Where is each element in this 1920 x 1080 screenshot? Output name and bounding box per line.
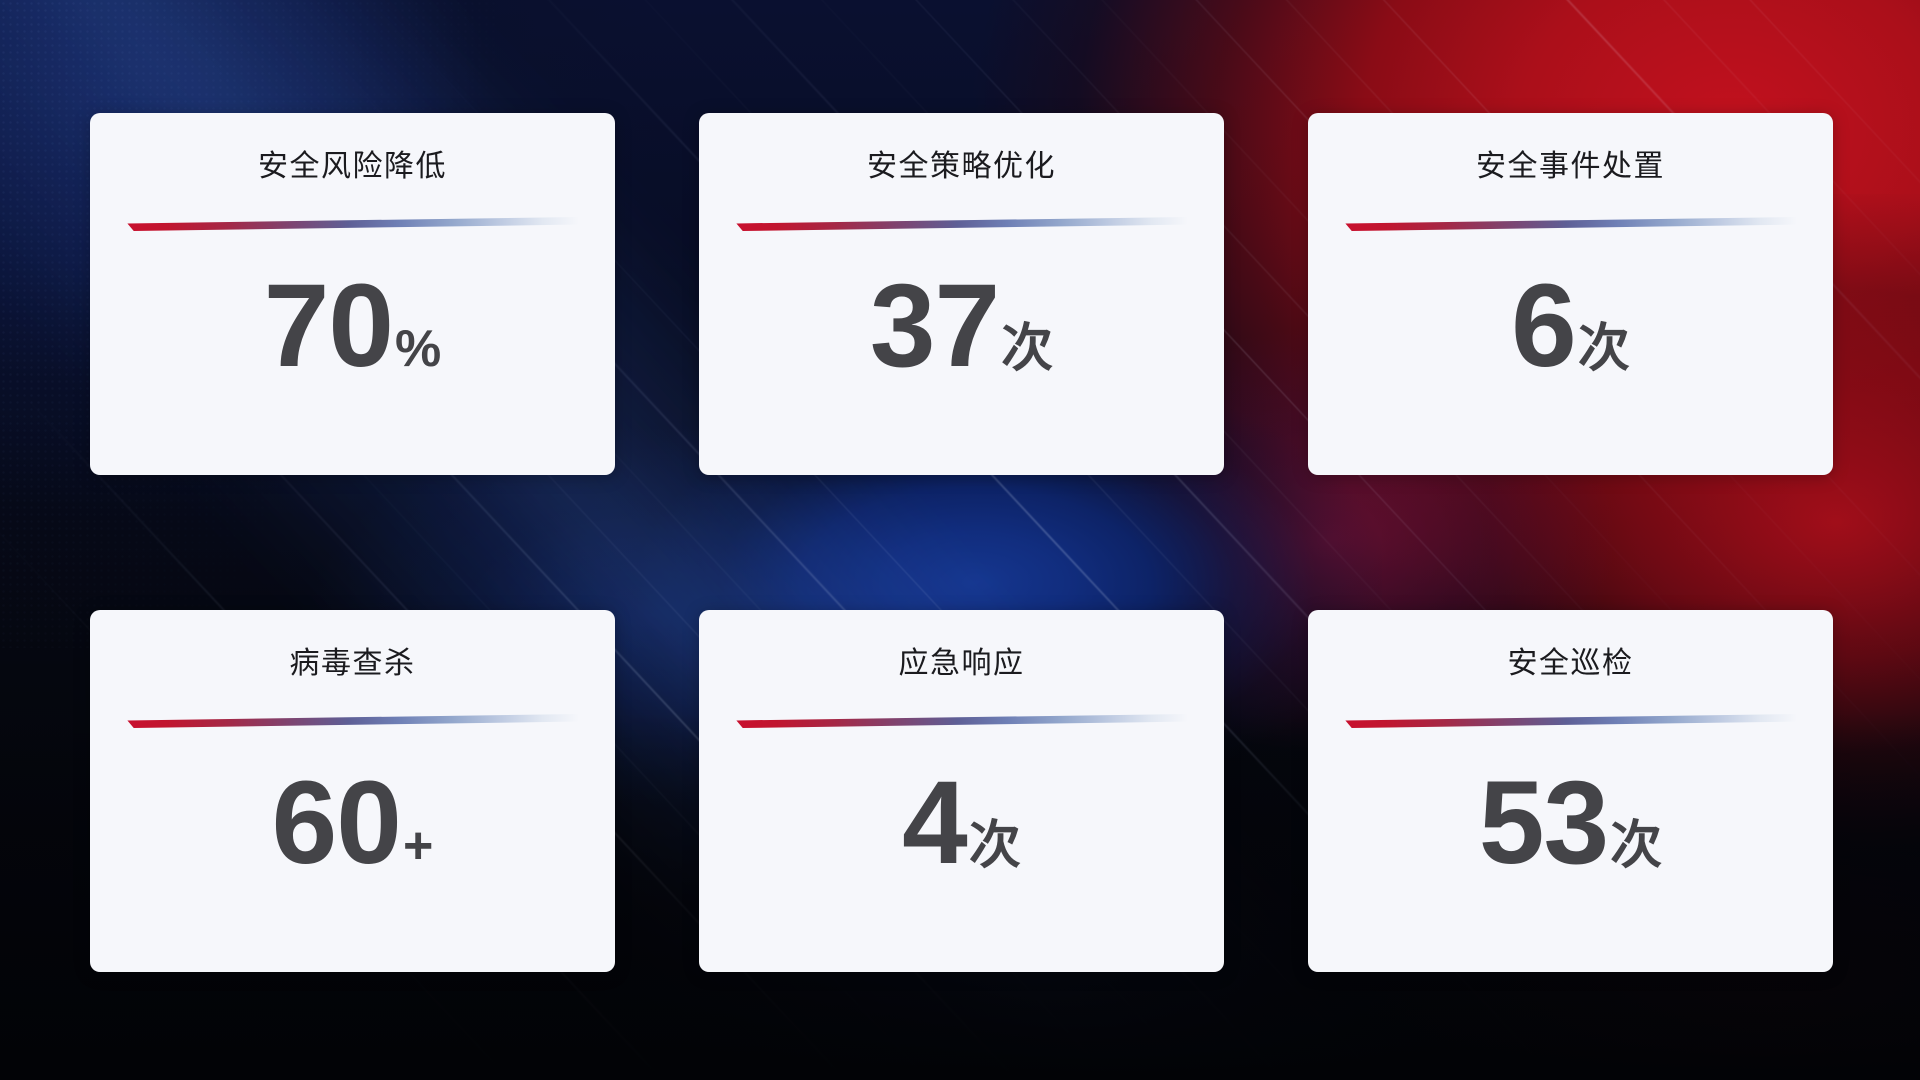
stat-card-title: 安全巡检 [1507, 647, 1634, 680]
stats-card-grid: 安全风险降低 70% 安全策略优化 37 次安全事件处置 6 次病毒查杀 60 + 应急响应 4 次安… [90, 113, 1833, 972]
stat-card-title: 应急响应 [898, 647, 1025, 680]
stat-card-unit: % [395, 320, 442, 378]
stat-card-title: 安全策略优化 [867, 150, 1056, 183]
stat-card-value: 60 [271, 757, 402, 889]
stat-card-divider [1345, 714, 1797, 728]
stat-card-value-row: 70% [90, 267, 615, 385]
stat-card-divider [127, 217, 579, 231]
stat-card-value: 6 [1511, 260, 1577, 392]
stat-card-value-row: 53 次 [1308, 764, 1833, 882]
stat-card-title: 安全风险降低 [258, 150, 447, 183]
stat-card-unit: 次 [1001, 320, 1054, 378]
stat-card-value: 37 [869, 260, 1000, 392]
stat-card-title: 病毒查杀 [289, 647, 416, 680]
stat-card[interactable]: 安全策略优化 37 次 [699, 113, 1224, 475]
gradient-rule [1345, 217, 1797, 231]
stat-card[interactable]: 病毒查杀 60 + [90, 610, 615, 972]
stat-card[interactable]: 安全巡检 53 次 [1308, 610, 1833, 972]
stat-card-value-row: 37 次 [699, 267, 1224, 385]
stat-card-unit: 次 [1610, 817, 1663, 875]
stat-card[interactable]: 应急响应 4 次 [699, 610, 1224, 972]
gradient-rule [736, 714, 1188, 728]
stat-card-title: 安全事件处置 [1476, 150, 1665, 183]
stat-card-value: 70 [263, 260, 394, 392]
gradient-rule [127, 714, 579, 728]
stat-card[interactable]: 安全事件处置 6 次 [1308, 113, 1833, 475]
stat-card-divider [1345, 217, 1797, 231]
stat-card-value: 53 [1478, 757, 1609, 889]
stat-card-unit: + [402, 817, 434, 875]
stat-card-divider [736, 714, 1188, 728]
stat-card[interactable]: 安全风险降低 70% [90, 113, 615, 475]
stat-card-unit: 次 [1577, 320, 1630, 378]
stat-card-divider [736, 217, 1188, 231]
gradient-rule [127, 217, 579, 231]
stat-card-value-row: 60 + [90, 764, 615, 882]
gradient-rule [1345, 714, 1797, 728]
stat-card-divider [127, 714, 579, 728]
gradient-rule [736, 217, 1188, 231]
stat-card-value: 4 [902, 757, 968, 889]
stat-card-unit: 次 [968, 817, 1021, 875]
